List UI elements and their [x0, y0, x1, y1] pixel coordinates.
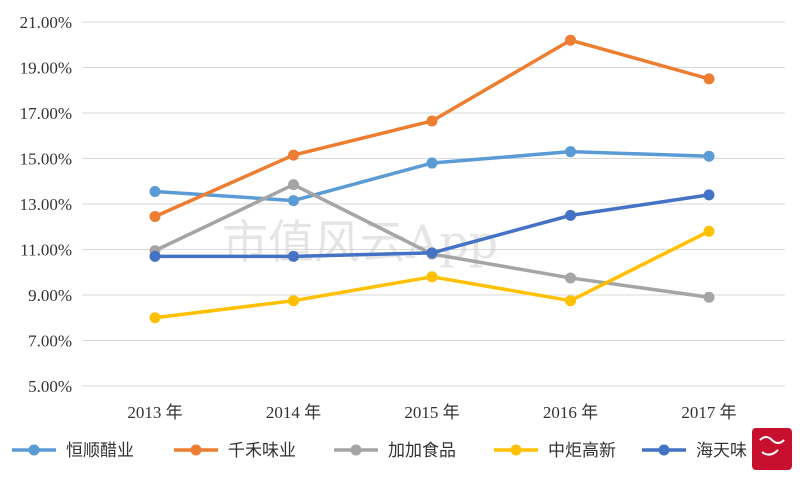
legend: 恒顺醋业 千禾味业 加加食品 中炬高新 海天味 — [12, 441, 747, 461]
legend-item: 加加食品 — [334, 441, 456, 461]
legend-item: 千禾味业 — [174, 441, 296, 461]
x-axis-ticks: 2013 年 2014 年 2015 年 2016 年 2017 年 — [127, 403, 736, 422]
legend-swatch-marker — [510, 444, 522, 456]
x-tick-label: 2014 年 — [266, 403, 321, 422]
x-tick-label: 2017 年 — [681, 403, 736, 422]
legend-swatch-marker — [658, 444, 670, 456]
watermark: 市值风云App — [222, 215, 498, 269]
series-2 — [149, 34, 715, 223]
data-point — [149, 211, 161, 223]
x-tick-label: 2016 年 — [543, 403, 598, 422]
x-tick-label: 2013 年 — [127, 403, 182, 422]
legend-label: 恒顺醋业 — [66, 441, 134, 461]
data-point — [426, 115, 438, 127]
y-tick-label: 19.00% — [20, 59, 72, 78]
data-point — [565, 146, 576, 158]
legend-item: 恒顺醋业 — [12, 441, 134, 461]
y-tick-label: 7.00% — [28, 332, 72, 351]
data-point — [565, 272, 576, 284]
data-point — [565, 209, 576, 221]
data-point — [565, 295, 576, 307]
data-point — [288, 179, 299, 191]
series-5 — [149, 189, 715, 262]
y-tick-label: 17.00% — [20, 104, 72, 123]
data-point — [703, 73, 715, 85]
legend-swatch-marker — [350, 444, 362, 456]
data-point — [288, 295, 299, 307]
data-point — [565, 34, 576, 46]
data-point — [288, 195, 299, 207]
y-tick-label: 13.00% — [20, 195, 72, 214]
y-tick-label: 15.00% — [20, 150, 72, 169]
data-point — [149, 185, 161, 197]
series-1 — [149, 146, 715, 207]
y-tick-label: 5.00% — [28, 377, 72, 396]
y-tick-label: 9.00% — [28, 286, 72, 305]
series-line — [154, 38, 710, 219]
seal-logo — [752, 428, 792, 470]
y-axis-ticks: 5.00% 7.00% 9.00% 11.00% 13.00% 15.00% 17.00% 1… — [20, 13, 72, 396]
x-tick-label: 2015 年 — [404, 403, 459, 422]
data-point — [426, 271, 438, 283]
data-point — [703, 189, 715, 201]
y-tick-label: 21.00% — [20, 13, 72, 32]
data-point — [426, 157, 438, 169]
legend-label: 中炬高新 — [548, 441, 616, 461]
legend-swatch-marker — [190, 444, 202, 456]
data-point — [288, 250, 299, 262]
legend-label: 千禾味业 — [228, 441, 296, 461]
legend-item: 海天味 — [642, 441, 747, 461]
y-tick-label: 11.00% — [20, 241, 72, 260]
data-point — [703, 291, 715, 303]
data-point — [149, 250, 161, 262]
data-point — [149, 312, 161, 324]
data-point — [288, 149, 299, 161]
data-point — [703, 150, 715, 162]
data-point — [703, 225, 715, 237]
data-point — [426, 247, 438, 259]
series-lines — [149, 34, 715, 324]
legend-label: 加加食品 — [388, 441, 456, 461]
legend-label: 海天味 — [696, 441, 747, 461]
legend-swatch-marker — [28, 444, 40, 456]
legend-item: 中炬高新 — [494, 441, 616, 461]
series-4 — [149, 225, 715, 324]
